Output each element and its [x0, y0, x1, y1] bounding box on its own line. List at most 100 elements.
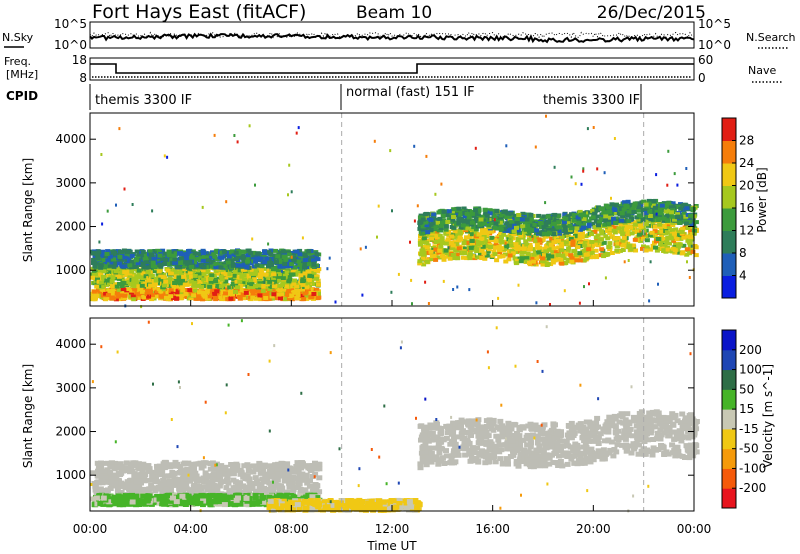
power-cell — [659, 203, 665, 208]
power-cell — [599, 229, 605, 234]
power-cell — [569, 259, 575, 264]
power-cell — [173, 276, 179, 281]
power-cell — [267, 262, 273, 267]
power-cell — [571, 213, 577, 218]
power-cell — [476, 235, 482, 240]
power-cell — [281, 249, 286, 254]
power-cell — [282, 261, 288, 266]
power-cell — [431, 216, 437, 221]
power-cell — [676, 233, 682, 238]
velocity-cell — [135, 472, 142, 478]
power-cell — [519, 256, 525, 261]
power-cell — [306, 278, 312, 283]
freq-strip-right-label: Nave — [748, 64, 776, 77]
power-cell — [594, 219, 599, 224]
power-cell — [443, 224, 449, 229]
power-cell — [162, 283, 167, 288]
power-cell — [228, 289, 234, 294]
power-cell — [114, 291, 120, 295]
power-cell — [168, 271, 173, 276]
power-cell — [647, 214, 653, 218]
power-cell — [451, 215, 456, 219]
power-speck — [390, 290, 393, 294]
sky-left-tick-bottom: 10^0 — [54, 38, 87, 52]
velocity-cell — [98, 460, 104, 466]
freq-left-tick-top: 18 — [72, 53, 87, 67]
velocity-cell — [316, 475, 323, 481]
power-cell — [467, 256, 473, 261]
power-cell — [632, 237, 638, 242]
power-cell — [254, 256, 260, 261]
power-cell — [135, 261, 141, 266]
power-cell — [202, 255, 208, 260]
power-cell — [133, 264, 139, 269]
power-cell — [241, 256, 247, 261]
power-cell — [628, 202, 634, 207]
power-cell — [192, 273, 198, 278]
power-cell — [300, 287, 306, 292]
power-cell — [210, 259, 216, 264]
power-cell — [479, 256, 485, 260]
power-cell — [456, 246, 462, 251]
power-cell — [284, 270, 290, 275]
power-cell — [291, 268, 297, 273]
velocity-cell — [284, 461, 291, 467]
velocity-cell — [286, 481, 293, 487]
power-cell — [643, 234, 649, 238]
power-speck — [236, 140, 239, 144]
power-cell — [162, 290, 168, 295]
power-cell — [285, 292, 291, 297]
power-cell — [105, 258, 111, 263]
power-cell — [574, 239, 580, 244]
velocity-cell — [146, 466, 153, 472]
power-speck — [376, 235, 378, 239]
power-cell — [159, 294, 165, 299]
power-cell — [221, 253, 227, 258]
power-cell — [257, 281, 263, 286]
power-cell — [277, 259, 283, 264]
power-cell — [275, 274, 281, 279]
power-cell — [669, 214, 675, 219]
power-cell — [602, 218, 608, 223]
colorbar-swatch — [722, 253, 736, 276]
power-cell — [511, 232, 517, 237]
power-cell — [163, 279, 169, 284]
power-cell — [607, 241, 613, 246]
power-cell — [576, 220, 582, 225]
power-speck — [373, 139, 376, 143]
power-cell — [201, 251, 206, 256]
power-cell — [157, 262, 163, 267]
velocity-cell — [130, 486, 136, 492]
power-cell — [174, 290, 180, 295]
power-cell — [504, 221, 510, 226]
power-cell — [629, 231, 635, 236]
power-cell — [603, 214, 609, 219]
power-speck — [588, 282, 590, 286]
power-cell — [545, 214, 551, 219]
power-cell — [298, 254, 304, 259]
power-cell — [245, 248, 251, 253]
power-cell — [624, 224, 630, 229]
power-cell — [568, 237, 574, 241]
power-cell — [237, 271, 243, 276]
power-cell — [90, 291, 96, 296]
power-cell — [133, 292, 138, 297]
power-cell — [501, 247, 507, 252]
power-cell — [454, 242, 460, 247]
power-speck — [690, 232, 693, 235]
power-cell — [666, 226, 672, 231]
power-cell — [601, 240, 607, 245]
power-cell — [121, 248, 127, 253]
power-cell — [153, 294, 159, 299]
power-cell — [573, 253, 579, 257]
power-speck — [411, 302, 413, 306]
power-cell — [551, 221, 557, 226]
power-cell — [286, 296, 292, 301]
power-cell — [235, 285, 241, 290]
power-cell — [91, 250, 97, 255]
power-cell — [643, 248, 649, 253]
power-cell — [467, 252, 473, 257]
power-cell — [289, 262, 295, 266]
power-cell — [302, 271, 308, 276]
velocity-cell — [299, 463, 306, 469]
